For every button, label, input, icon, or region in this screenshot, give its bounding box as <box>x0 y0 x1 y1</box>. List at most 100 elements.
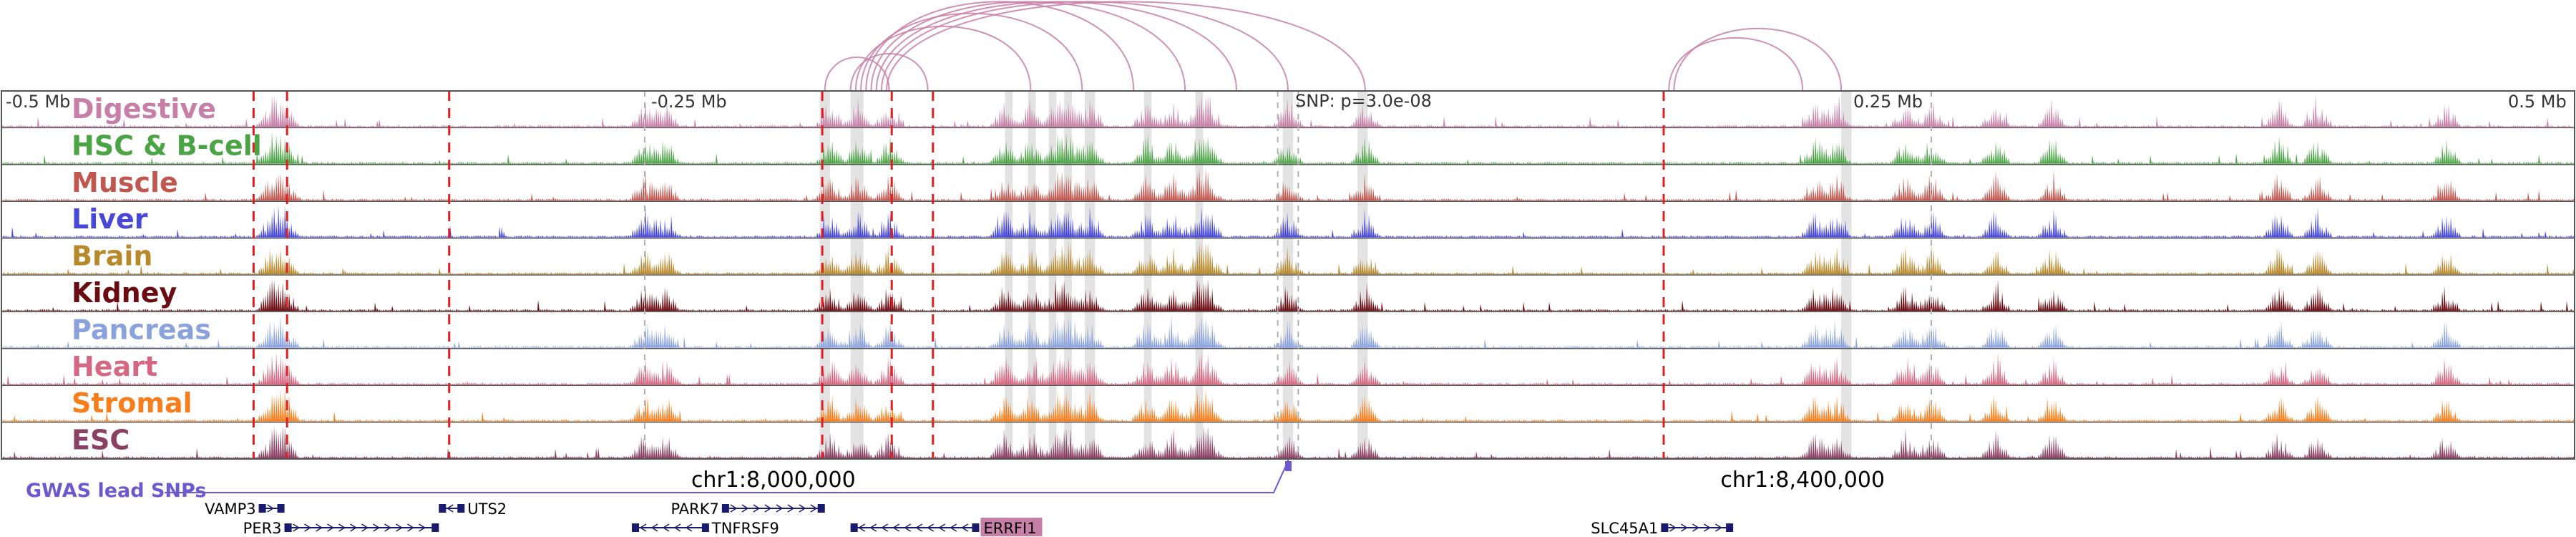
strand-arrow <box>938 523 946 532</box>
track-label: Brain <box>72 241 152 272</box>
strand-arrow <box>685 523 693 532</box>
track-label: Heart <box>72 351 157 382</box>
track-label: ESC <box>72 425 130 456</box>
strand-arrow <box>753 504 761 513</box>
strand-arrow <box>407 523 414 532</box>
strand-arrow <box>1692 523 1699 532</box>
strand-arrow <box>927 523 935 532</box>
strand-arrow <box>950 523 957 532</box>
gene-park7: PARK7 <box>670 500 825 518</box>
strand-arrow <box>419 523 426 532</box>
axis-tick-label: -0.5 Mb <box>6 92 70 112</box>
strand-arrow <box>764 504 772 513</box>
gene-highlight-box <box>980 518 1043 536</box>
coordinate-label: chr1:8,400,000 <box>1720 468 1885 493</box>
strand-arrow <box>361 523 369 532</box>
strand-arrow <box>961 523 969 532</box>
strand-arrow <box>384 523 391 532</box>
strand-arrow <box>304 523 311 532</box>
gene-label: ERRFI1 <box>983 520 1036 537</box>
track-label: Stromal <box>72 387 192 419</box>
axis-tick-label: 0.25 Mb <box>1853 92 1923 112</box>
strand-arrow <box>915 523 923 532</box>
gene-exon <box>817 504 825 513</box>
axis-tick-label: -0.25 Mb <box>651 92 727 112</box>
gene-exon <box>431 523 439 532</box>
strand-arrow <box>741 504 749 513</box>
interaction-arc <box>886 1 1366 92</box>
gene-label: UTS2 <box>467 500 507 518</box>
strand-arrow <box>662 523 670 532</box>
strand-arrow <box>869 523 877 532</box>
gene-exon <box>701 523 709 532</box>
gene-exon <box>277 504 285 513</box>
track-hsc-b-cell <box>1 131 2575 165</box>
gene-label: VAMP3 <box>205 500 256 518</box>
interaction-arc <box>875 1 1238 92</box>
strand-arrow <box>338 523 346 532</box>
gene-exon <box>850 523 858 532</box>
interaction-arc <box>1673 27 1843 92</box>
signal-track <box>1 168 2575 201</box>
strand-arrow <box>1669 523 1677 532</box>
interaction-arc <box>860 12 1083 92</box>
gene-annotation-panel: chr1:8,000,000 chr1:8,400,000 GWAS lead SN… <box>26 459 1885 537</box>
strand-arrow <box>639 523 647 532</box>
track-kidney <box>1 279 2575 313</box>
gwas-connector-line <box>165 459 1289 493</box>
marker-lines <box>252 91 1932 459</box>
gene-label: PER3 <box>243 520 282 537</box>
strand-arrow <box>1681 523 1688 532</box>
gene-exon <box>284 523 292 532</box>
strand-arrow <box>892 523 900 532</box>
track-label: Muscle <box>72 167 178 198</box>
interaction-arc <box>1668 37 1804 92</box>
gene-exon <box>258 504 266 513</box>
axis-tick-label: 0.5 Mb <box>2508 92 2567 112</box>
gene-exon <box>721 504 729 513</box>
interaction-arcs <box>824 1 1843 92</box>
strand-arrow <box>293 523 300 532</box>
strand-arrow <box>776 504 784 513</box>
strand-arrow <box>316 523 323 532</box>
interaction-arc <box>854 25 1032 92</box>
gene-label: SLC45A1 <box>1591 520 1658 537</box>
interaction-arc <box>849 52 929 92</box>
signal-track <box>1 352 2575 385</box>
strand-arrow <box>858 523 866 532</box>
strand-arrow <box>881 523 889 532</box>
strand-arrow <box>373 523 380 532</box>
signal-track <box>1 279 2575 311</box>
strand-arrow <box>1704 523 1711 532</box>
track-label: Kidney <box>72 277 177 309</box>
gene-label: PARK7 <box>670 500 718 518</box>
strand-arrow <box>810 504 818 513</box>
strand-arrow <box>787 504 795 513</box>
strand-arrow <box>396 523 403 532</box>
strand-arrow <box>730 504 738 513</box>
gene-label: TNFRSF9 <box>711 520 779 537</box>
gene-tnfrsf9: TNFRSF9 <box>632 520 779 537</box>
interaction-arc <box>870 1 1186 92</box>
track-muscle <box>1 168 2575 202</box>
signal-track <box>1 131 2575 164</box>
track-label: Pancreas <box>72 314 211 345</box>
interaction-arc <box>824 57 890 92</box>
gwas-snp-marker <box>1285 461 1292 471</box>
gene-exon <box>1726 523 1734 532</box>
interaction-arc <box>865 1 1135 92</box>
strand-arrow <box>327 523 334 532</box>
gene-vamp3: VAMP3 <box>205 500 285 518</box>
gene-exon <box>457 504 465 513</box>
interaction-arc <box>880 1 1289 92</box>
gwas-label: GWAS lead SNPs <box>26 480 206 502</box>
gene-errfi1: ERRFI1 <box>850 518 1043 537</box>
strand-arrow <box>799 504 806 513</box>
strand-arrow <box>673 523 681 532</box>
snp-pvalue-label: SNP: p=3.0e-08 <box>1295 91 1432 111</box>
strand-arrow <box>1715 523 1722 532</box>
track-pancreas <box>1 315 2575 349</box>
track-labels: Digestive HSC & B-cell Muscle Liver Brain Kid… <box>72 93 262 456</box>
signal-track <box>1 315 2575 348</box>
